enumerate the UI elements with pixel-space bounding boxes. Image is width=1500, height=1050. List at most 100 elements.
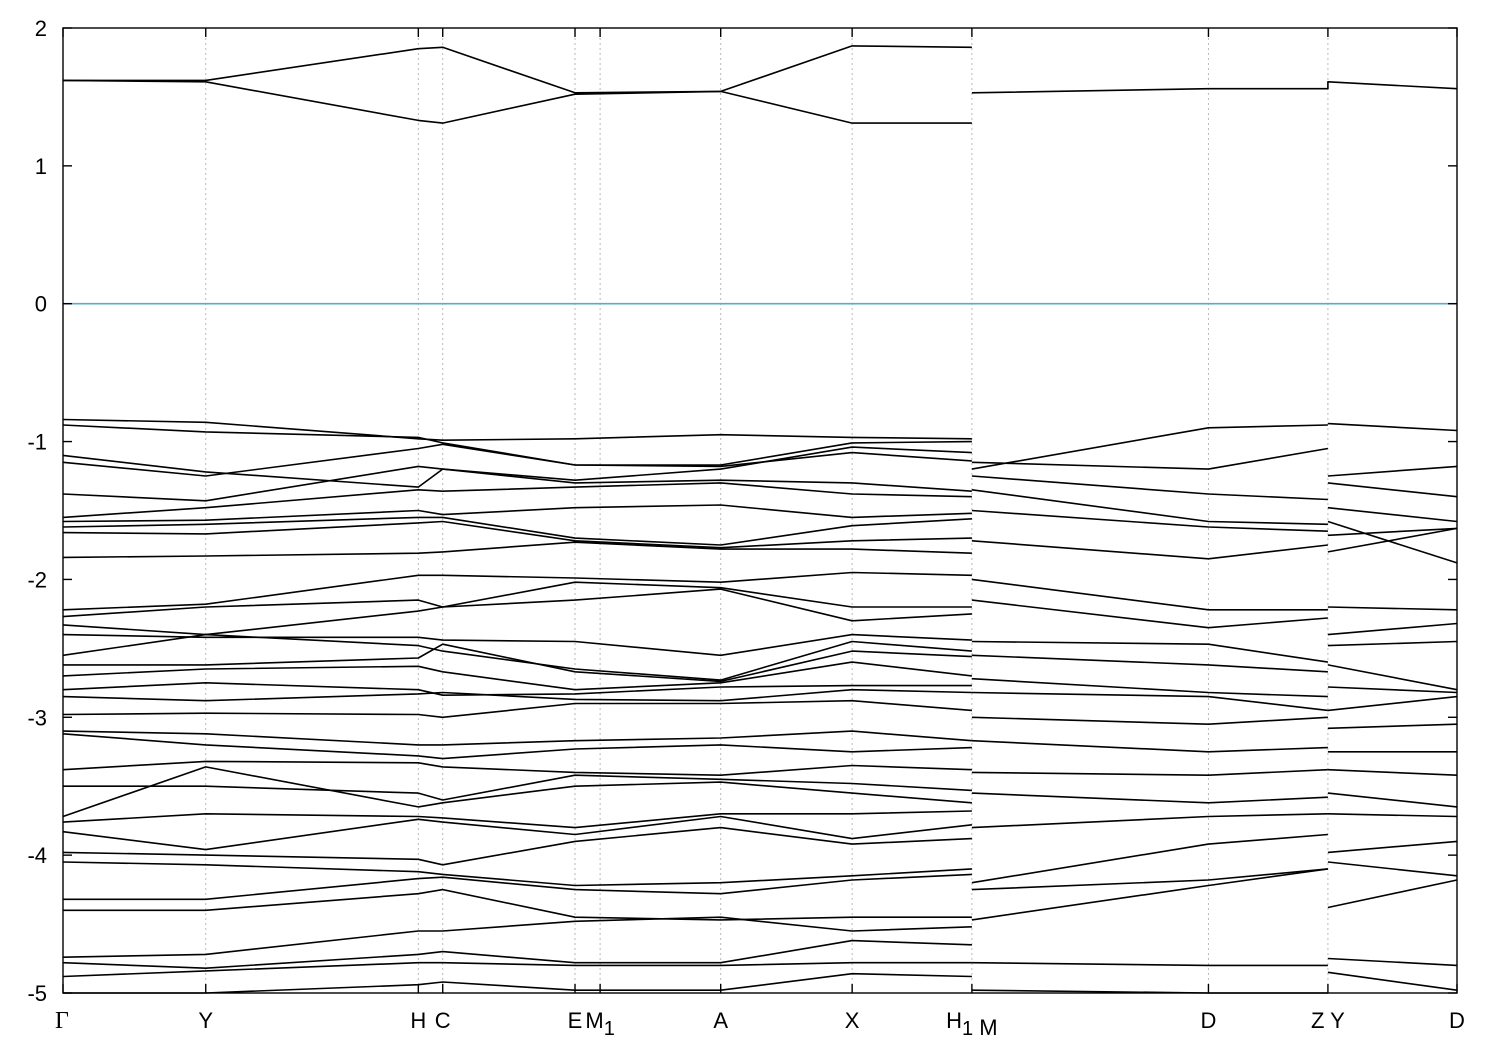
band-line: [1327, 723, 1458, 730]
band-line: [62, 504, 972, 523]
x-kpoint-label: H1 M: [946, 1008, 997, 1040]
band-line: [971, 640, 1329, 663]
band-line: [63, 774, 972, 801]
band-line: [1327, 861, 1458, 877]
band-line: [62, 961, 972, 978]
band-line: [1327, 971, 1458, 991]
band-line: [62, 733, 972, 760]
y-tick-label: 2: [35, 16, 47, 41]
band-line: [62, 465, 972, 502]
band-line: [1327, 792, 1458, 808]
band-line: [62, 516, 972, 546]
band-line: [62, 571, 972, 611]
band-line: [62, 760, 972, 776]
band-lines: [62, 45, 1458, 994]
band-line: [62, 443, 972, 477]
x-kpoint-label: X: [845, 1008, 860, 1033]
band-line: [62, 861, 972, 887]
band-line: [971, 792, 1328, 804]
band-line: [62, 446, 972, 488]
band-line: [62, 916, 972, 958]
band-line: [1327, 664, 1458, 691]
band-line: [62, 810, 972, 829]
band-line: [971, 691, 1328, 712]
band-line: [971, 868, 1329, 921]
band-line: [62, 688, 972, 702]
band-line: [62, 826, 972, 866]
band-line: [62, 633, 972, 657]
band-line: [1327, 622, 1458, 636]
y-tick-label: -1: [27, 430, 47, 455]
band-line: [62, 682, 972, 696]
band-line: [971, 677, 1328, 698]
band-line: [63, 643, 972, 683]
band-line: [1327, 527, 1458, 553]
band-line: [971, 599, 1328, 629]
band-line: [62, 541, 972, 559]
x-kpoint-label: Γ: [55, 1008, 69, 1034]
band-line: [63, 972, 972, 994]
band-line: [62, 79, 972, 124]
band-line: [971, 961, 1328, 967]
band-line: [63, 873, 972, 901]
band-line: [62, 730, 972, 746]
y-tick-label: -4: [27, 843, 47, 868]
band-line: [1327, 465, 1458, 477]
band-line: [971, 509, 1328, 532]
band-line: [62, 482, 972, 519]
band-line: [63, 888, 972, 921]
band-line: [1327, 520, 1458, 564]
y-tick-label: -2: [27, 567, 47, 592]
band-line: [62, 661, 972, 691]
band-line: [1327, 840, 1458, 854]
band-line: [971, 489, 1328, 526]
band-line: [1327, 506, 1458, 523]
band-line: [971, 424, 1328, 470]
band-line: [971, 447, 1329, 470]
band-line: [1327, 606, 1458, 611]
k-point-gridlines: [205, 28, 1329, 993]
band-line: [62, 633, 972, 681]
band-line: [62, 581, 972, 618]
band-line: [971, 578, 1328, 611]
band-line: [1327, 422, 1458, 432]
band-line: [1327, 957, 1458, 967]
x-kpoint-label: A: [713, 1008, 728, 1033]
x-kpoint-label: D: [1201, 1008, 1217, 1033]
x-kpoint-label: M1: [585, 1008, 614, 1040]
band-line: [1327, 686, 1458, 694]
x-kpoint-label: Y: [198, 1008, 213, 1033]
band-line: [971, 654, 1328, 673]
band-line: [63, 45, 972, 94]
band-line: [971, 768, 1328, 776]
band-line: [971, 813, 1328, 829]
y-tick-label: -3: [27, 705, 47, 730]
y-tick-label: -5: [27, 981, 47, 1006]
band-line: [1327, 768, 1458, 776]
x-kpoint-label: C: [435, 1008, 451, 1033]
band-line: [62, 939, 972, 969]
band-line: [971, 716, 1328, 725]
band-line: [971, 475, 1328, 501]
plot-frame: [62, 27, 1458, 994]
y-tick-label: 0: [35, 292, 47, 317]
x-kpoint-label: Z Y: [1311, 1008, 1345, 1033]
band-line: [1327, 640, 1458, 647]
band-line: [62, 520, 972, 549]
x-kpoint-label: E: [568, 1008, 583, 1033]
band-line: [1327, 695, 1458, 712]
band-line: [62, 815, 972, 851]
band-line: [1327, 482, 1458, 498]
band-line: [62, 418, 972, 441]
band-line: [1327, 813, 1458, 818]
band-line: [971, 739, 1328, 753]
band-line: [62, 699, 972, 719]
y-axis-ticks: 2 1 0 -1 -2 -3 -4 -5: [27, 16, 1457, 1006]
band-line: [1327, 527, 1458, 537]
band-line: [971, 81, 1458, 94]
x-kpoint-label: D: [1449, 1008, 1465, 1033]
x-axis-kpoint-labels: Γ Y H C E M1 A X H1 M D Z Y D: [55, 28, 1465, 1040]
band-line: [62, 424, 972, 466]
band-line: [971, 540, 1328, 560]
